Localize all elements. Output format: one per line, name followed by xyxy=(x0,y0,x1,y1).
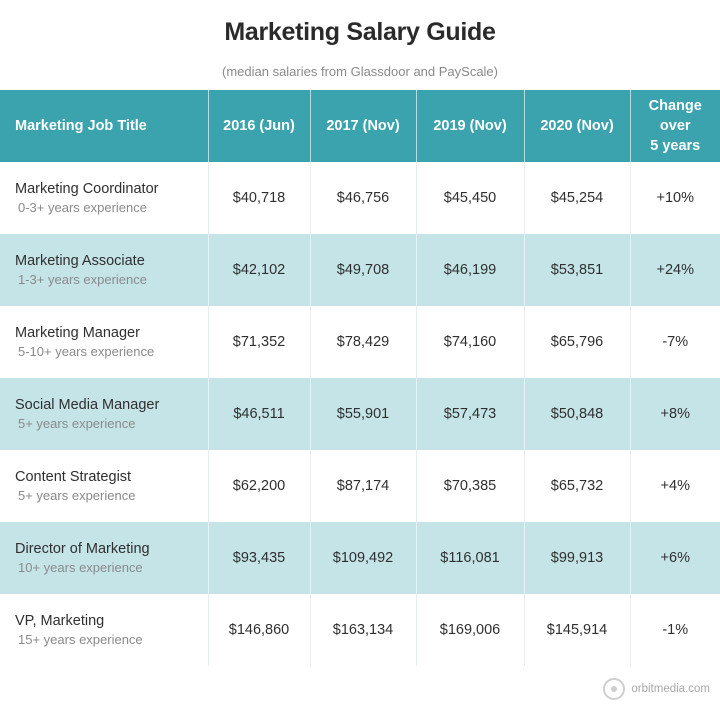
table-row: Marketing Associate 1-3+ years experience… xyxy=(0,234,720,306)
table-row: Social Media Manager 5+ years experience $… xyxy=(0,378,720,450)
salary-cell: $45,254 xyxy=(524,162,631,234)
salary-cell: $163,134 xyxy=(310,594,417,666)
job-experience: 5+ years experience xyxy=(18,488,136,503)
column-header-change-line: Change xyxy=(648,98,702,114)
column-header-2020: 2020 (Nov) xyxy=(524,90,631,162)
table-body: Marketing Coordinator 0-3+ years experien… xyxy=(0,162,720,666)
job-title: Marketing Associate xyxy=(15,253,145,269)
change-cell: +6% xyxy=(630,522,720,594)
salary-cell: $46,756 xyxy=(310,162,417,234)
change-cell: +10% xyxy=(656,190,695,206)
table-row: Marketing Coordinator 0-3+ years experien… xyxy=(0,162,720,234)
column-header-2017: 2017 (Nov) xyxy=(310,90,417,162)
salary-cell: $46,199 xyxy=(416,234,525,306)
table-row: Content Strategist 5+ years experience $62… xyxy=(0,450,720,522)
salary-cell: $62,200 xyxy=(208,450,311,522)
job-title: VP, Marketing xyxy=(15,613,105,629)
job-experience: 0-3+ years experience xyxy=(18,200,147,215)
salary-cell: $53,851 xyxy=(524,234,631,306)
brand-watermark: orbitmedia.com xyxy=(603,678,710,700)
job-title: Marketing Coordinator xyxy=(15,181,159,197)
salary-cell: $65,796 xyxy=(524,306,631,378)
change-cell: -7% xyxy=(662,334,689,350)
salary-cell: $57,473 xyxy=(416,378,525,450)
column-header-change: Change over 5 years xyxy=(630,90,720,162)
table-row: Director of Marketing 10+ years experienc… xyxy=(0,522,720,594)
salary-cell: $146,860 xyxy=(208,594,311,666)
page-title: Marketing Salary Guide xyxy=(224,18,496,46)
job-experience: 5+ years experience xyxy=(18,416,136,431)
salary-cell: $55,901 xyxy=(310,378,417,450)
job-experience: 5-10+ years experience xyxy=(18,344,155,359)
salary-cell: $74,160 xyxy=(416,306,525,378)
job-title-cell: Marketing Manager 5-10+ years experience xyxy=(0,306,209,378)
column-header-2019: 2019 (Nov) xyxy=(416,90,525,162)
salary-cell: $42,102 xyxy=(208,234,311,306)
salary-cell: $65,732 xyxy=(524,450,631,522)
job-experience: 15+ years experience xyxy=(18,632,143,647)
salary-cell: $116,081 xyxy=(416,522,525,594)
salary-cell: $109,492 xyxy=(310,522,417,594)
change-cell: +24% xyxy=(630,234,720,306)
salary-cell: $78,429 xyxy=(310,306,417,378)
salary-cell: $87,174 xyxy=(310,450,417,522)
salary-cell: $40,718 xyxy=(208,162,311,234)
salary-cell: $50,848 xyxy=(524,378,631,450)
column-header-change-line: 5 years xyxy=(650,138,701,154)
change-cell: +8% xyxy=(630,378,720,450)
change-cell: -1% xyxy=(662,622,689,638)
column-header-2016: 2016 (Jun) xyxy=(208,90,311,162)
change-cell: +4% xyxy=(660,478,690,494)
salary-cell: $145,914 xyxy=(524,594,631,666)
salary-cell: $169,006 xyxy=(416,594,525,666)
salary-cell: $99,913 xyxy=(524,522,631,594)
job-experience: 1-3+ years experience xyxy=(18,272,147,287)
job-title-cell: VP, Marketing 15+ years experience xyxy=(0,594,209,666)
job-title-cell: Marketing Associate 1-3+ years experience xyxy=(0,234,209,306)
job-title-cell: Content Strategist 5+ years experience xyxy=(0,450,209,522)
salary-table: Marketing Job Title 2016 (Jun) 2017 (Nov… xyxy=(0,90,720,666)
salary-cell: $49,708 xyxy=(310,234,417,306)
job-title: Content Strategist xyxy=(15,469,132,485)
salary-cell: $46,511 xyxy=(208,378,311,450)
job-title-cell: Marketing Coordinator 0-3+ years experien… xyxy=(0,162,209,234)
table-row: VP, Marketing 15+ years experience $146,86… xyxy=(0,594,720,666)
column-header-change-line: over xyxy=(659,118,691,134)
salary-cell: $93,435 xyxy=(208,522,311,594)
job-title-cell: Social Media Manager 5+ years experience xyxy=(0,378,209,450)
salary-cell: $70,385 xyxy=(416,450,525,522)
job-title: Social Media Manager xyxy=(15,397,160,413)
salary-cell: $45,450 xyxy=(416,162,525,234)
table-header-row: Marketing Job Title 2016 (Jun) 2017 (Nov… xyxy=(0,90,720,162)
salary-cell: $71,352 xyxy=(208,306,311,378)
job-title: Director of Marketing xyxy=(15,541,150,557)
column-header-job-title: Marketing Job Title xyxy=(0,90,209,162)
job-title: Marketing Manager xyxy=(15,325,140,341)
table-row: Marketing Manager 5-10+ years experience $… xyxy=(0,306,720,378)
job-title-cell: Director of Marketing 10+ years experienc… xyxy=(0,522,209,594)
page-subtitle: (median salaries from Glassdoor and PayS… xyxy=(221,64,498,79)
orbit-logo-icon xyxy=(603,678,626,700)
brand-text: orbitmedia.com xyxy=(631,683,710,695)
job-experience: 10+ years experience xyxy=(18,560,143,575)
